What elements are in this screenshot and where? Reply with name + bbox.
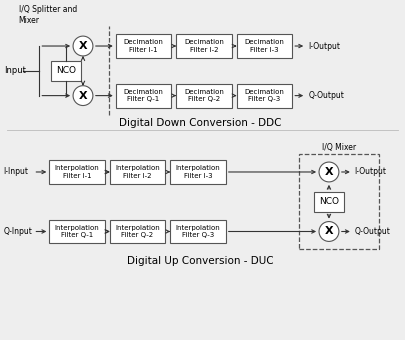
Text: Decimation
Filter I-3: Decimation Filter I-3 bbox=[244, 39, 284, 53]
Text: Digital Down Conversion - DDC: Digital Down Conversion - DDC bbox=[119, 118, 281, 129]
Text: I/Q Mixer: I/Q Mixer bbox=[321, 143, 355, 152]
Text: Q-Output: Q-Output bbox=[354, 227, 390, 236]
Text: Interpolation
Filter Q-3: Interpolation Filter Q-3 bbox=[175, 225, 220, 238]
Text: Interpolation
Filter Q-1: Interpolation Filter Q-1 bbox=[55, 225, 99, 238]
Circle shape bbox=[73, 36, 93, 56]
Text: Decimation
Filter Q-3: Decimation Filter Q-3 bbox=[244, 89, 284, 102]
Text: I-Output: I-Output bbox=[354, 168, 386, 176]
FancyBboxPatch shape bbox=[51, 61, 81, 81]
FancyBboxPatch shape bbox=[313, 192, 343, 212]
Text: NCO: NCO bbox=[318, 197, 338, 206]
Text: Interpolation
Filter Q-2: Interpolation Filter Q-2 bbox=[115, 225, 160, 238]
FancyBboxPatch shape bbox=[170, 160, 225, 184]
FancyBboxPatch shape bbox=[176, 34, 231, 58]
Text: NCO: NCO bbox=[56, 66, 76, 75]
Text: Decimation
Filter Q-1: Decimation Filter Q-1 bbox=[123, 89, 163, 102]
Text: Decimation
Filter I-2: Decimation Filter I-2 bbox=[183, 39, 224, 53]
Text: Interpolation
Filter I-1: Interpolation Filter I-1 bbox=[55, 165, 99, 179]
Text: I-Output: I-Output bbox=[307, 41, 339, 51]
Text: Decimation
Filter Q-2: Decimation Filter Q-2 bbox=[183, 89, 224, 102]
Text: X: X bbox=[79, 91, 87, 101]
Text: I/Q Splitter and
Mixer: I/Q Splitter and Mixer bbox=[19, 5, 77, 25]
FancyBboxPatch shape bbox=[236, 34, 292, 58]
FancyBboxPatch shape bbox=[115, 34, 171, 58]
Text: Interpolation
Filter I-3: Interpolation Filter I-3 bbox=[175, 165, 220, 179]
FancyBboxPatch shape bbox=[115, 84, 171, 107]
FancyBboxPatch shape bbox=[109, 220, 165, 243]
Text: Interpolation
Filter I-2: Interpolation Filter I-2 bbox=[115, 165, 160, 179]
Text: X: X bbox=[324, 226, 333, 237]
FancyBboxPatch shape bbox=[49, 160, 104, 184]
Text: Q-Output: Q-Output bbox=[307, 91, 343, 100]
FancyBboxPatch shape bbox=[109, 160, 165, 184]
FancyBboxPatch shape bbox=[176, 84, 231, 107]
Text: Digital Up Conversion - DUC: Digital Up Conversion - DUC bbox=[126, 256, 273, 266]
Circle shape bbox=[318, 162, 338, 182]
Circle shape bbox=[318, 222, 338, 241]
Text: Decimation
Filter I-1: Decimation Filter I-1 bbox=[123, 39, 163, 53]
Text: Input: Input bbox=[4, 66, 26, 75]
Text: I-Input: I-Input bbox=[4, 168, 29, 176]
Text: X: X bbox=[79, 41, 87, 51]
Text: X: X bbox=[324, 167, 333, 177]
FancyBboxPatch shape bbox=[170, 220, 225, 243]
Text: Q-Input: Q-Input bbox=[4, 227, 32, 236]
Circle shape bbox=[73, 86, 93, 105]
FancyBboxPatch shape bbox=[49, 220, 104, 243]
FancyBboxPatch shape bbox=[236, 84, 292, 107]
